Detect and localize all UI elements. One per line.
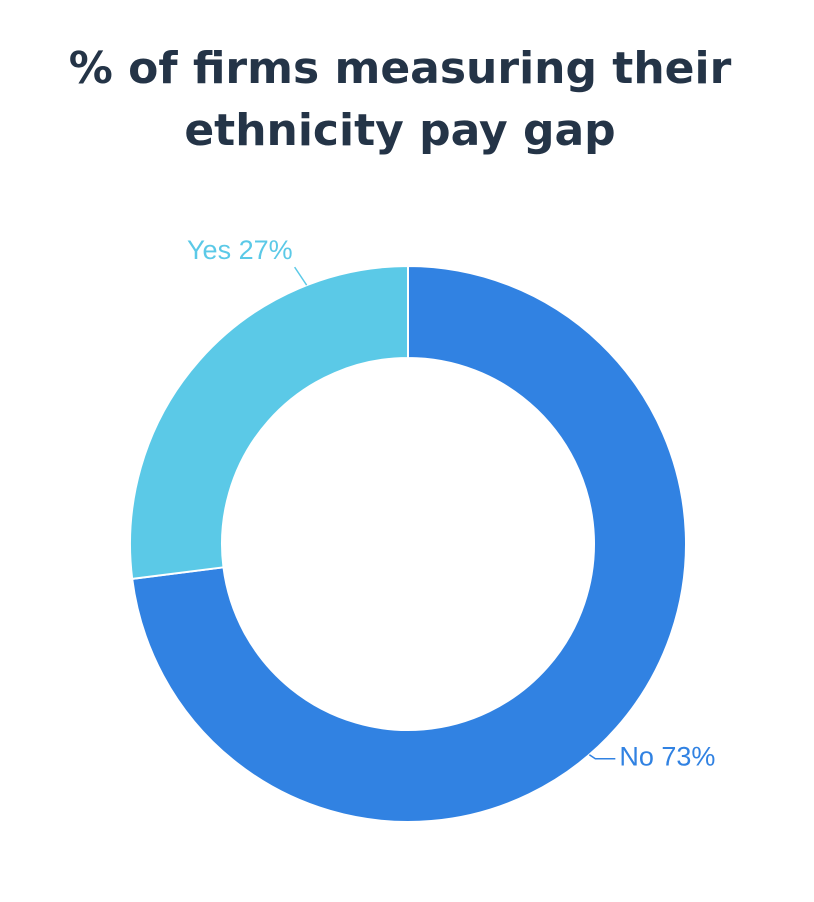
leader-line-no [588, 754, 616, 760]
leader-line-yes [294, 266, 308, 286]
chart-title: % of firms measuring their ethnicity pay… [0, 38, 800, 162]
slice-label-no: No 73% [619, 742, 715, 772]
chart-title-line-2: ethnicity pay gap [184, 105, 616, 156]
leader-lines-group [294, 266, 616, 760]
labels-group: No 73% Yes 27% [187, 235, 715, 772]
slice-yes [129, 264, 409, 580]
slice-no [131, 264, 687, 823]
slice-label-yes: Yes 27% [187, 235, 293, 265]
slices-group [129, 264, 687, 823]
chart-title-line-1: % of firms measuring their [68, 43, 732, 94]
